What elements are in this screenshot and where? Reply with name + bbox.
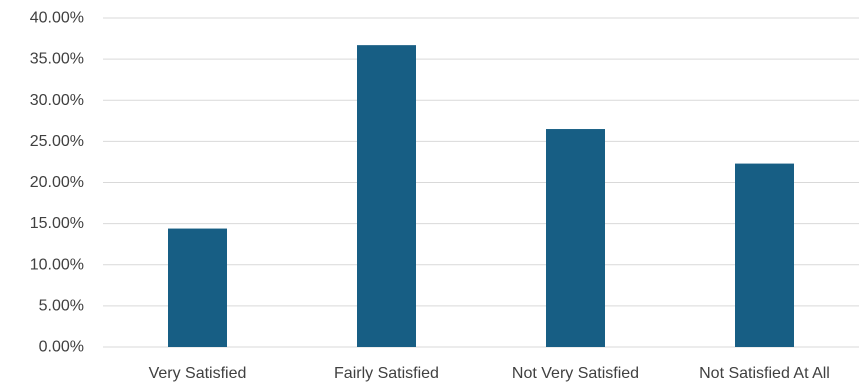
- gridlines: [103, 17, 859, 348]
- bars: [168, 45, 794, 348]
- y-axis-tick-labels: 0.00% 5.00% 10.00% 15.00% 20.00% 25.00% 30.00%…: [30, 10, 84, 356]
- x-tick-label: Not Satisfied At All: [699, 365, 830, 382]
- x-axis-tick-labels: Very Satisfied Fairly Satisfied Not Very S…: [149, 365, 830, 382]
- bar: [357, 45, 416, 348]
- x-tick-label: Very Satisfied: [149, 365, 247, 382]
- y-tick-label: 35.00%: [30, 51, 84, 68]
- bar: [168, 228, 227, 347]
- y-tick-label: 20.00%: [30, 174, 84, 191]
- bar: [735, 163, 794, 347]
- x-tick-label: Fairly Satisfied: [334, 365, 439, 382]
- y-tick-label: 25.00%: [30, 133, 84, 150]
- bar: [546, 129, 605, 347]
- y-tick-label: 30.00%: [30, 92, 84, 109]
- y-tick-label: 5.00%: [39, 297, 84, 314]
- y-tick-label: 0.00%: [39, 339, 84, 356]
- y-tick-label: 40.00%: [30, 10, 84, 27]
- x-tick-label: Not Very Satisfied: [512, 365, 639, 382]
- y-tick-label: 15.00%: [30, 215, 84, 232]
- y-tick-label: 10.00%: [30, 256, 84, 273]
